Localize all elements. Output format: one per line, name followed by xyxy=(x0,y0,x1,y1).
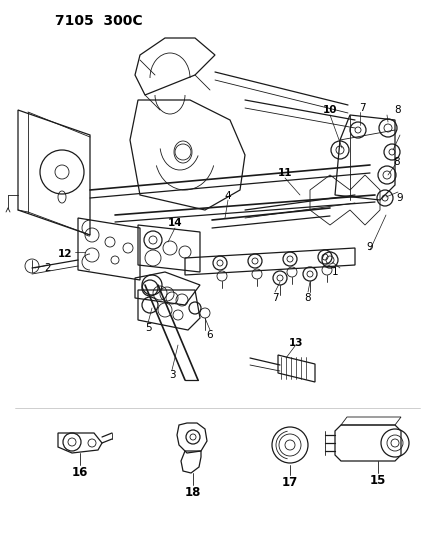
Text: 16: 16 xyxy=(72,466,88,480)
Text: 4: 4 xyxy=(225,191,231,201)
Text: 18: 18 xyxy=(185,487,201,499)
Text: 7: 7 xyxy=(359,103,366,113)
Text: 9: 9 xyxy=(367,242,373,252)
Text: 9: 9 xyxy=(397,193,403,203)
Text: 17: 17 xyxy=(282,477,298,489)
Text: 7: 7 xyxy=(272,293,278,303)
Text: 8: 8 xyxy=(394,157,400,167)
Text: 2: 2 xyxy=(45,263,51,273)
Text: 15: 15 xyxy=(370,474,386,488)
Text: 8: 8 xyxy=(395,105,401,115)
Text: 12: 12 xyxy=(58,249,72,259)
Text: 7105  300C: 7105 300C xyxy=(55,14,142,28)
Text: 14: 14 xyxy=(168,218,182,228)
Text: 5: 5 xyxy=(145,323,151,333)
Text: 6: 6 xyxy=(207,330,213,340)
Text: 3: 3 xyxy=(169,370,175,380)
Text: 11: 11 xyxy=(278,168,292,178)
Text: 13: 13 xyxy=(289,338,303,348)
Text: 10: 10 xyxy=(323,105,337,115)
Text: 1: 1 xyxy=(332,267,338,277)
Text: 8: 8 xyxy=(305,293,311,303)
